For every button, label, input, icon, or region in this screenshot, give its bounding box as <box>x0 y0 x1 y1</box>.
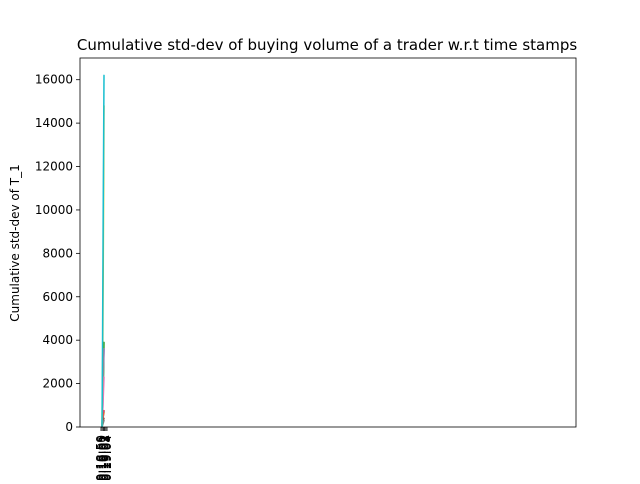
x-tick-label: 2018-08-01 10:18:59 <box>94 435 108 480</box>
y-tick-label: 2000 <box>42 377 73 391</box>
y-tick-label: 10000 <box>35 203 73 217</box>
y-axis-label: Cumulative std-dev of T_1 <box>8 164 22 321</box>
y-tick-label: 8000 <box>42 246 73 260</box>
series-line-10 <box>101 74 105 428</box>
plot-frame <box>79 57 577 428</box>
y-tick-label: 16000 <box>35 73 73 87</box>
x-tick-label: 2018-08-01 10:19:02 <box>98 435 112 480</box>
x-tick-label: 2018-08-01 10:19:03 <box>99 435 113 480</box>
x-tick-label: 2018-08-01 10:19:04 <box>100 435 114 480</box>
y-tick-label: 4000 <box>42 333 73 347</box>
plot-area: 0 2000 4000 6000 8000 10000 12000 14000 16000 201… <box>35 57 577 484</box>
chart-title: Cumulative std-dev of buying volume of a… <box>77 36 577 54</box>
x-tick-label: 2018-08-01 10:19:00 <box>95 435 109 480</box>
y-tick-label: 6000 <box>42 290 73 304</box>
x-tick-label: 2018-08-01 10:19:01 <box>96 435 110 480</box>
y-tick-label: 14000 <box>35 116 73 130</box>
y-tick-label: 0 <box>65 420 73 434</box>
y-tick-label: 12000 <box>35 160 73 174</box>
